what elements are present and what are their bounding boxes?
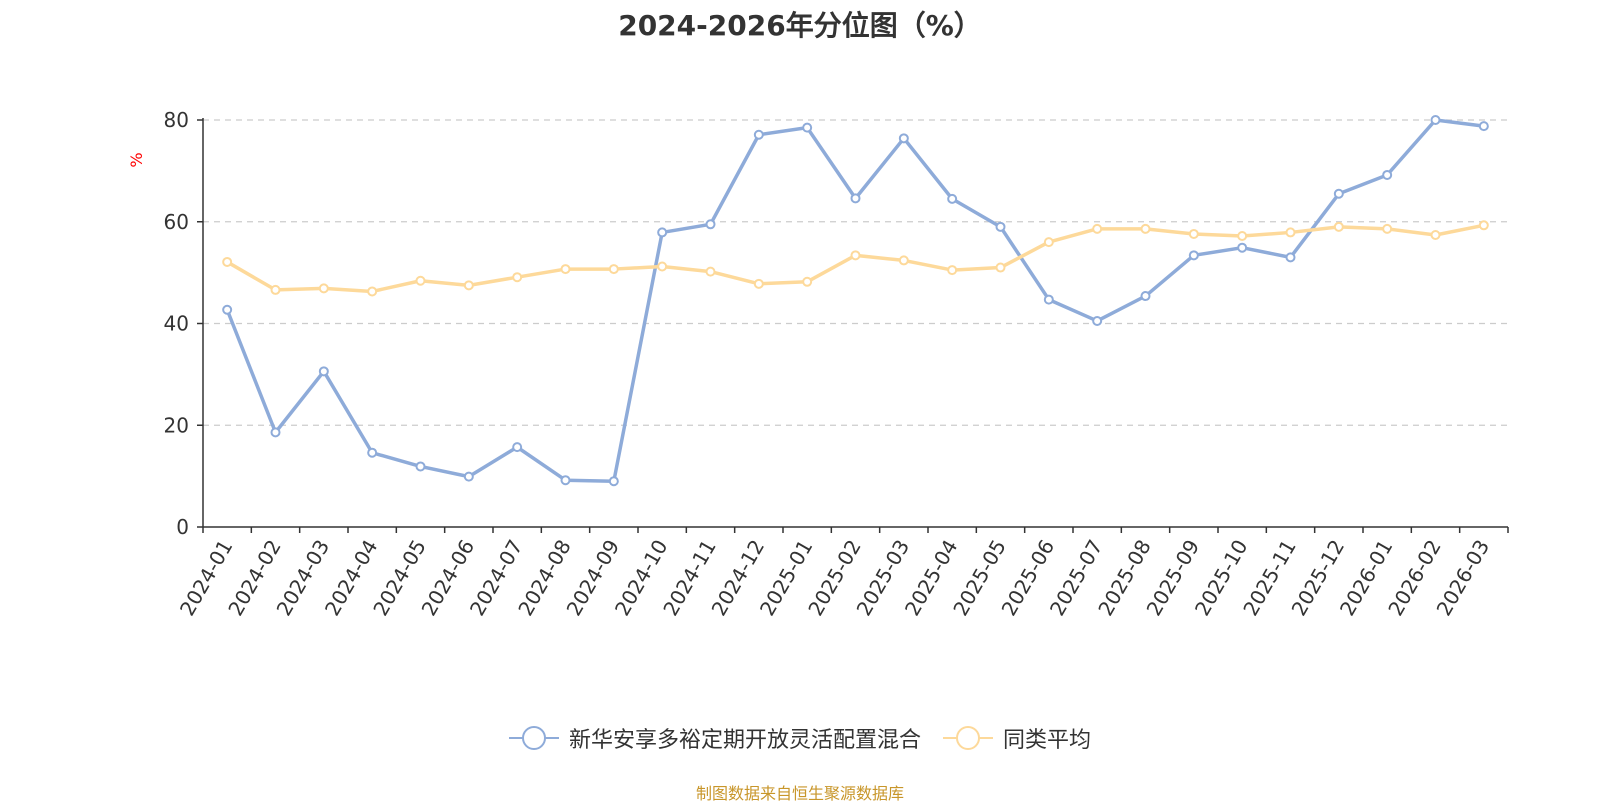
- data-point[interactable]: [705, 266, 716, 277]
- data-point[interactable]: [1382, 223, 1393, 234]
- legend: 新华安享多裕定期开放灵活配置混合 同类平均: [0, 722, 1600, 754]
- legend-swatch: [943, 726, 993, 750]
- data-point[interactable]: [367, 447, 378, 458]
- data-point[interactable]: [1092, 315, 1103, 326]
- data-point[interactable]: [1140, 291, 1151, 302]
- data-point[interactable]: [1333, 188, 1344, 199]
- legend-swatch: [508, 726, 559, 750]
- data-point[interactable]: [1140, 223, 1151, 234]
- data-point[interactable]: [802, 122, 813, 133]
- data-point[interactable]: [512, 272, 523, 283]
- data-point[interactable]: [898, 133, 909, 144]
- data-point[interactable]: [1237, 230, 1248, 241]
- axes: 0204060802024-012024-022024-032024-04202…: [164, 108, 1509, 620]
- y-axis-unit-label: %: [127, 152, 146, 167]
- y-tick-label: 80: [164, 108, 189, 132]
- data-point[interactable]: [222, 256, 233, 267]
- data-point[interactable]: [1333, 221, 1344, 232]
- legend-item[interactable]: 新华安享多裕定期开放灵活配置混合: [508, 722, 921, 754]
- data-point[interactable]: [1092, 223, 1103, 234]
- data-point[interactable]: [657, 227, 668, 238]
- data-point[interactable]: [947, 265, 958, 276]
- data-point[interactable]: [947, 193, 958, 204]
- data-point[interactable]: [657, 261, 668, 272]
- data-point[interactable]: [270, 427, 281, 438]
- data-point[interactable]: [222, 304, 233, 315]
- data-point[interactable]: [753, 278, 764, 289]
- data-point[interactable]: [898, 255, 909, 266]
- data-point[interactable]: [1285, 227, 1296, 238]
- data-point[interactable]: [1382, 169, 1393, 180]
- data-point[interactable]: [512, 442, 523, 453]
- y-tick-label: 40: [164, 312, 189, 336]
- series-line: [225, 118, 1485, 483]
- legend-swatch-marker: [521, 726, 546, 750]
- data-point[interactable]: [1285, 252, 1296, 263]
- data-point[interactable]: [1430, 115, 1441, 125]
- data-point[interactable]: [560, 264, 571, 275]
- data-point[interactable]: [995, 221, 1006, 232]
- legend-swatch-marker: [956, 726, 980, 750]
- chart-title: 2024-2026年分位图（%）: [618, 9, 982, 42]
- series-1: [222, 220, 1489, 297]
- legend-item[interactable]: 同类平均: [943, 722, 1091, 754]
- data-point[interactable]: [608, 264, 619, 275]
- data-point[interactable]: [463, 471, 474, 482]
- data-point[interactable]: [367, 286, 378, 297]
- data-point[interactable]: [1043, 237, 1054, 248]
- y-tick-label: 0: [176, 515, 189, 539]
- data-point[interactable]: [1237, 242, 1248, 253]
- data-point[interactable]: [802, 276, 813, 287]
- data-point[interactable]: [1188, 228, 1199, 239]
- data-point[interactable]: [995, 262, 1006, 273]
- series-0: [222, 115, 1489, 487]
- grid-lines: [203, 119, 1508, 426]
- data-point[interactable]: [608, 476, 619, 487]
- data-point[interactable]: [850, 250, 861, 261]
- y-tick-label: 60: [164, 210, 189, 234]
- data-point[interactable]: [415, 461, 426, 472]
- source-note: 制图数据来自恒生聚源数据库: [695, 784, 904, 803]
- data-point[interactable]: [1043, 294, 1054, 305]
- data-point[interactable]: [1478, 121, 1489, 132]
- data-point[interactable]: [850, 193, 861, 204]
- data-point[interactable]: [463, 280, 474, 291]
- data-point[interactable]: [753, 129, 764, 140]
- y-tick-label: 20: [164, 413, 189, 437]
- data-point[interactable]: [1478, 220, 1489, 231]
- data-point[interactable]: [705, 219, 716, 230]
- data-point[interactable]: [318, 283, 329, 294]
- data-point[interactable]: [415, 275, 426, 286]
- data-point[interactable]: [1430, 229, 1441, 240]
- data-point[interactable]: [1188, 250, 1199, 261]
- data-point[interactable]: [560, 475, 571, 486]
- legend-label: 同类平均: [1003, 728, 1092, 753]
- legend-label: 新华安享多裕定期开放灵活配置混合: [568, 728, 921, 753]
- series: [222, 115, 1489, 487]
- data-point[interactable]: [270, 284, 281, 295]
- data-point[interactable]: [318, 366, 329, 377]
